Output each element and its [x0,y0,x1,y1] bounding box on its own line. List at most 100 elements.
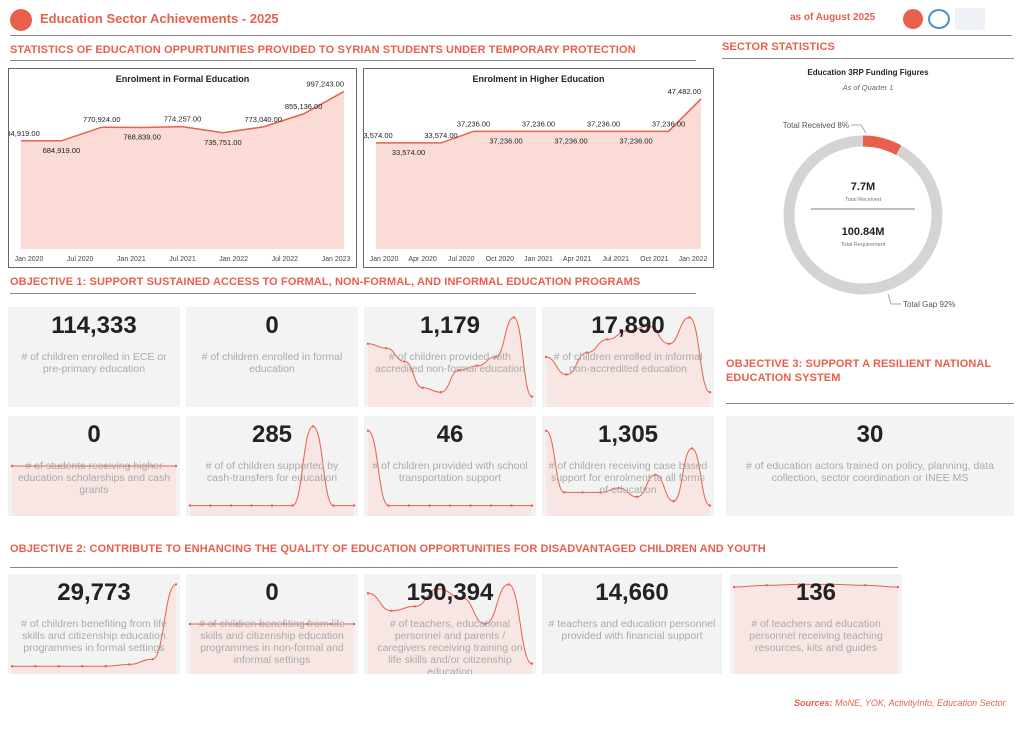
kpi-trend-point [469,504,472,507]
kpi-trend-point [403,360,406,363]
kpi-trend-point [366,342,370,345]
kpi-trend-point [259,622,262,626]
kpi-trend-point [626,329,630,332]
kpi-trend-point [765,584,768,587]
kpi-trend-point [565,373,568,376]
data-label: 768,839.00 [123,133,161,142]
kpi-trend-sparkline [188,622,356,674]
kpi-value: 0 [87,421,101,448]
kpi-trend-point [798,583,801,586]
kpi-trend-area [12,584,176,674]
kpi-trend-point [421,386,424,389]
kpi-description: # of education actors trained on policy,… [746,460,994,484]
kpi-value: 0 [265,579,279,606]
x-tick-label: Jul 2021 [603,256,630,263]
data-label: 855,136.00 [285,102,323,111]
funding-donut-chart: 7.7M Total Received 100.84M Total Requireme… [783,121,956,309]
objective-3-title: OBJECTIVE 3: SUPPORT A RESILIENT NATIONA… [726,358,992,384]
leader-line [887,293,901,305]
sector-logo-icon [10,9,32,31]
data-label: 37,236.00 [554,136,587,145]
kpi-trend-point [599,491,602,494]
x-tick-label: Oct 2021 [640,256,669,263]
kpi-description: # of teachers, educational personnel and… [377,618,523,674]
x-tick-label: Jan 2021 [524,256,553,263]
x-tick-label: Oct 2020 [486,256,515,263]
leader-line [851,124,867,134]
kpi-trend-point [510,504,513,507]
coordination-logo-icon [955,8,985,30]
kpi-trend-point [606,338,609,341]
sector-divider [722,58,1014,59]
objective-2-title: OBJECTIVE 2: CONTRIBUTE TO ENHANCING THE… [10,543,766,555]
partner-logo-icon [903,9,923,29]
kpi-card: 17,890 # of children enrolled in informal… [542,307,714,407]
data-label: 37,236.00 [652,119,685,128]
kpi-trend-point [457,369,461,372]
data-label: 33,574.00 [424,131,457,140]
kpi-value: 17,890 [591,312,665,339]
kpi-trend-point [250,504,253,507]
stats-divider [10,60,696,61]
funding-title: Education 3RP Funding Figures [807,68,929,77]
kpi-value: 30 [856,421,884,448]
kpi-trend-point [352,622,356,626]
kpi-description: # teachers and education personnel provi… [548,618,716,642]
kpi-trend-sparkline [544,316,712,407]
kpi-trend-point [617,486,621,490]
kpi-trend-point [667,342,671,345]
enrolment-area [21,91,344,249]
kpi-trend-point [188,504,192,507]
data-label: 735,751.00 [204,138,242,147]
kpi-trend-area [12,466,176,516]
kpi-trend-point [34,665,37,668]
kpi-trend-point [690,447,693,450]
kpi-trend-point [544,429,548,432]
requirement-label: Total Requirement [841,242,886,248]
higher-education-panel: Enrolment in Higher Education 33,574.003… [359,68,714,268]
kpi-trend-point [151,658,154,661]
kpi-trend-point [708,391,712,394]
kpi-trend-point [437,587,440,590]
kpi-value: 1,305 [597,421,659,448]
kpi-card: 1,179 # of children provided with accredi… [364,307,536,407]
data-label: 37,236.00 [489,136,522,145]
donut-slice-received [783,135,943,295]
kpi-trend-point [512,316,515,319]
kpi-description: # of of children supported by cash-trans… [205,460,339,484]
kpi-card: 285 # of of children supported by cash-tr… [186,416,358,516]
x-tick-label: Apr 2020 [408,256,437,263]
kpi-trend-area [368,584,532,674]
kpi-trend-point [460,596,463,599]
kpi-trend-area [734,584,898,674]
objective-2-divider [10,567,898,568]
kpi-trend-point [439,391,443,394]
kpi-trend-area [368,317,532,407]
kpi-value: 1,179 [419,312,481,339]
kpi-trend-line [367,316,533,398]
kpi-trend-point [104,464,107,468]
kpi-description: # of children enrolled in ECE or pre-pri… [21,351,167,375]
data-label: 33,574.00 [364,131,393,140]
sources-note: Sources: MoNE, YOK, ActivityInfo, Educat… [794,698,1006,708]
kpi-trend-point [57,665,61,668]
kpi-description: # of children benefiting from life skill… [21,618,167,654]
data-label: 37,236.00 [619,136,652,145]
kpi-description: # of children provided with school trans… [372,460,528,484]
kpi-trend-point [127,663,131,666]
formal-education-panel: Enrolment in Formal Education 684,919.00… [2,68,357,268]
kpi-trend-sparkline [10,464,178,516]
kpi-trend-point [57,464,61,468]
kpi-trend-point [390,609,393,612]
kpi-trend-point [732,585,736,589]
kpi-trend-point [212,622,215,626]
requirement-value: 100.84M [842,226,885,238]
kpi-trend-point [329,622,332,626]
received-label: Total Received [845,197,881,203]
kpi-card: 150,394 # of teachers, educational person… [364,574,536,674]
kpi-trend-point [387,504,390,507]
kpi-trend-point [647,325,650,328]
sources-text: MoNE, YOK, ActivityInfo, Education Secto… [832,698,1006,708]
slice-label-gap: Total Gap 92% [903,300,955,309]
kpi-trend-sparkline [366,316,534,407]
